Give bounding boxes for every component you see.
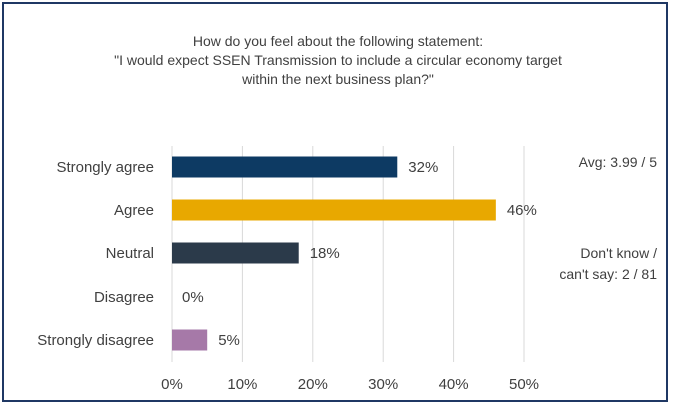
x-tick-label: 0%: [161, 376, 183, 392]
chart-title-line-2: "I would expect SSEN Transmission to inc…: [114, 52, 562, 68]
chart-title-line-3: within the next business plan?": [242, 71, 434, 87]
x-tick-label: 20%: [298, 376, 328, 392]
bar-chart: 0% 10% 20% 30% 40% 50% Strongly agree 32% Agree 4…: [37, 146, 539, 392]
category-label: Strongly agree: [56, 159, 154, 176]
category-label: Strongly disagree: [37, 332, 154, 349]
chart-title-line-1: How do you feel about the following stat…: [192, 33, 484, 49]
bar: [172, 156, 398, 178]
category-label: Disagree: [94, 289, 154, 306]
x-tick-label: 30%: [368, 376, 398, 392]
data-label: 46%: [507, 202, 537, 219]
x-tick-label: 10%: [227, 376, 257, 392]
category-label: Neutral: [106, 245, 154, 262]
bar: [172, 199, 496, 221]
category-label: Agree: [114, 202, 154, 219]
data-label: 0%: [182, 289, 204, 306]
data-label: 5%: [218, 332, 240, 349]
data-label: 18%: [310, 245, 340, 262]
bar: [172, 329, 208, 351]
average-annotation: Avg: 3.99 / 5: [578, 154, 657, 170]
dont-know-annotation-line-1: Don't know /: [580, 245, 657, 261]
dont-know-annotation-line-2: can't say: 2 / 81: [559, 266, 657, 282]
data-label: 32%: [408, 159, 438, 176]
chart-title: How do you feel about the following stat…: [0, 32, 676, 89]
x-tick-label: 50%: [509, 376, 539, 392]
x-tick-label: 40%: [439, 376, 469, 392]
bar: [172, 242, 299, 264]
